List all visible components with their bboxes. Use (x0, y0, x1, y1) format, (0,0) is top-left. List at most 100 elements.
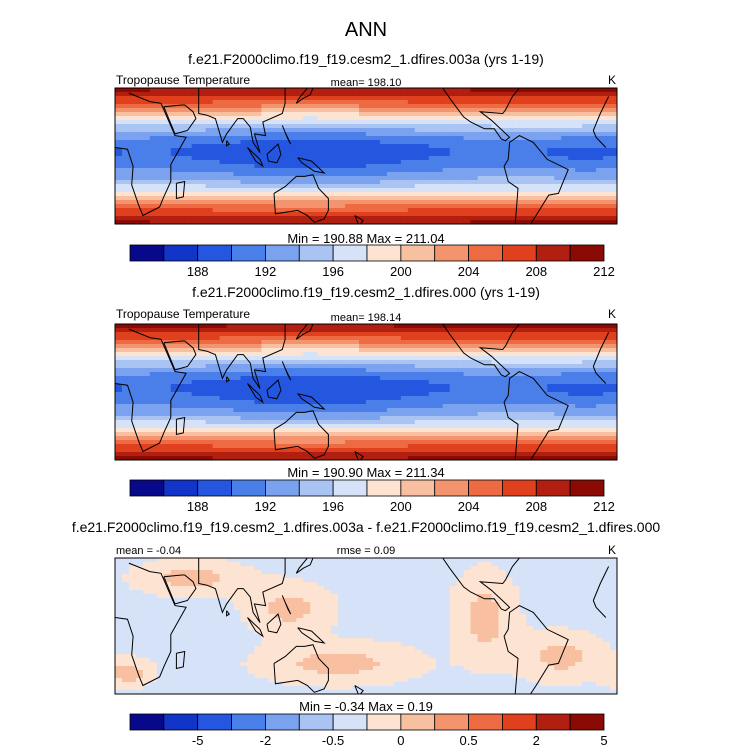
map-cell (115, 428, 123, 433)
map-cell (561, 328, 569, 333)
map-cell (470, 176, 479, 181)
map-cell (289, 196, 297, 201)
map-cell (519, 400, 527, 405)
map-cell (310, 132, 318, 137)
map-cell (212, 204, 221, 209)
map-cell (498, 124, 507, 129)
map-cell (547, 220, 555, 224)
map-cell (526, 444, 534, 449)
map-cell (484, 176, 493, 181)
map-cell (296, 152, 304, 157)
map-cell (372, 340, 381, 345)
map-cell (393, 328, 402, 333)
map-cell (491, 148, 500, 153)
map-cell (191, 380, 200, 385)
map-cell (247, 104, 256, 109)
map-cell (540, 204, 548, 209)
map-cell (512, 344, 520, 349)
panel-3-title: f.e21.F2000climo.f19_f19.cesm2_1.dfires.… (72, 519, 661, 535)
map-cell (345, 216, 353, 221)
map-cell (463, 340, 472, 345)
map-cell (177, 444, 186, 449)
map-cell (379, 344, 388, 349)
map-cell (366, 408, 374, 413)
map-cell (372, 220, 381, 224)
map-cell (484, 452, 493, 457)
map-cell (142, 96, 151, 101)
map-cell (414, 192, 423, 197)
map-cell (135, 328, 144, 333)
map-cell (115, 92, 123, 97)
map-cell (449, 216, 458, 221)
map-cell (184, 216, 193, 221)
map-cell (163, 192, 172, 197)
map-cell (303, 436, 311, 441)
map-cell (317, 124, 325, 129)
map-cell (205, 144, 214, 149)
map-cell (282, 164, 290, 169)
map-cell (289, 136, 297, 141)
map-cell (610, 96, 617, 101)
map-cell (589, 136, 597, 141)
map-cell (393, 132, 402, 137)
map-cell (547, 420, 555, 425)
map-cell (540, 208, 548, 213)
map-cell (233, 392, 242, 397)
map-cell (512, 412, 520, 417)
map-cell (233, 428, 242, 433)
map-cell (421, 92, 430, 97)
map-cell (407, 124, 416, 129)
map-cell (156, 360, 165, 365)
map-cell (115, 404, 123, 409)
map-cell (261, 340, 269, 345)
map-cell (575, 148, 583, 153)
map-cell (442, 140, 451, 145)
map-cell (379, 332, 388, 337)
map-cell (219, 96, 228, 101)
map-cell (233, 100, 242, 105)
map-cell (289, 192, 297, 197)
map-cell (198, 336, 207, 341)
map-cell (170, 128, 179, 133)
map-cell (115, 372, 123, 377)
map-cell (177, 364, 186, 369)
map-cell (484, 408, 493, 413)
map-cell (198, 156, 207, 161)
colorbar-box (265, 479, 300, 497)
map-cell (596, 128, 604, 133)
map-cell (205, 408, 214, 413)
map-cell (519, 392, 527, 397)
map-cell (212, 96, 221, 101)
map-cell (470, 216, 479, 221)
map-cell (449, 368, 458, 373)
map-cell (547, 404, 555, 409)
panel-2-variable: Tropopause Temperature (116, 307, 250, 321)
map-cell (386, 204, 395, 209)
map-cell (226, 132, 235, 137)
map-cell (428, 200, 437, 205)
map-cell (359, 96, 367, 101)
map-cell (156, 132, 165, 137)
map-cell (163, 124, 172, 129)
map-cell (386, 356, 395, 361)
map-cell (142, 188, 151, 193)
map-cell (268, 360, 276, 365)
map-cell (219, 392, 228, 397)
map-cell (435, 432, 444, 437)
map-cell (463, 344, 472, 349)
map-cell (268, 384, 276, 389)
map-cell (289, 140, 297, 145)
map-cell (610, 112, 617, 117)
map-cell (568, 144, 576, 149)
map-cell (386, 108, 395, 113)
map-cell (526, 352, 534, 357)
map-cell (498, 112, 507, 117)
map-cell (491, 208, 500, 213)
map-cell (477, 408, 486, 413)
map-cell (603, 444, 611, 449)
map-cell (477, 220, 486, 224)
map-cell (428, 420, 437, 425)
map-cell (205, 208, 214, 213)
map-cell (379, 380, 388, 385)
map-cell (177, 436, 186, 441)
